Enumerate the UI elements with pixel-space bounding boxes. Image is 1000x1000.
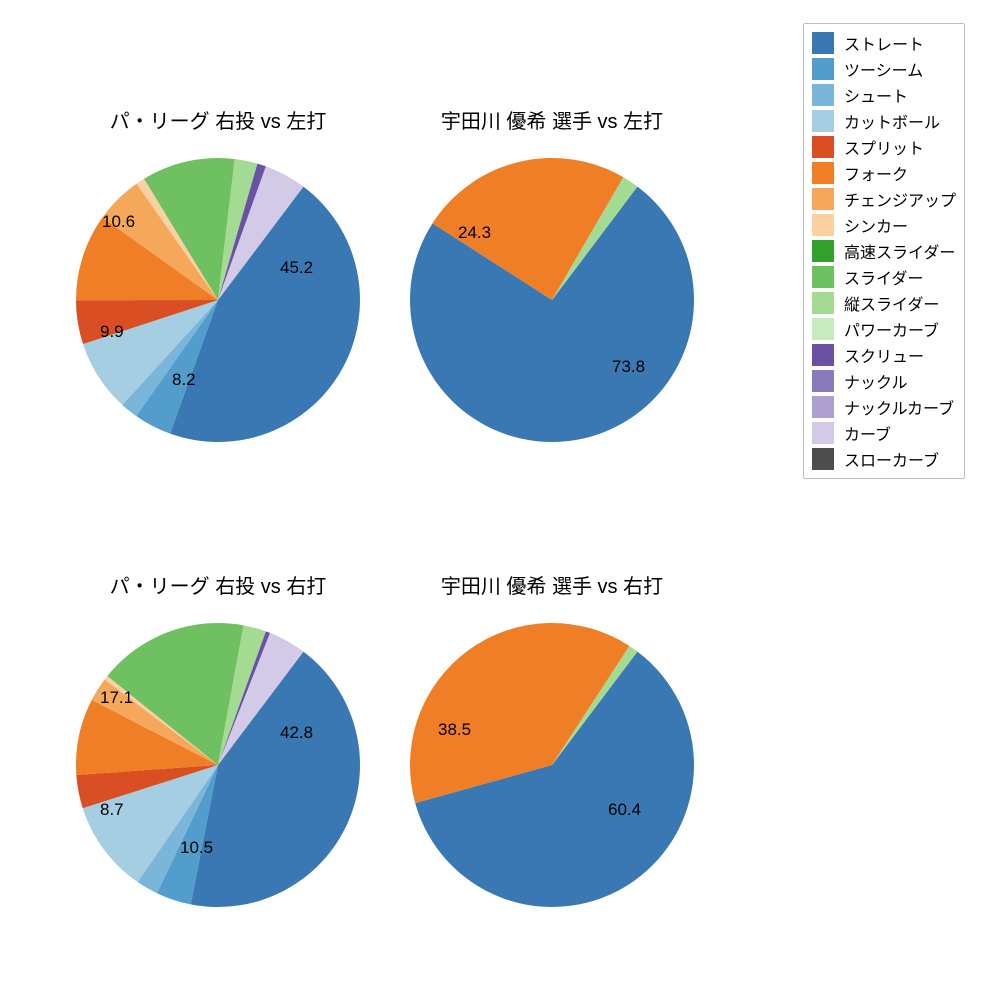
legend-label: チェンジアップ	[844, 187, 956, 211]
legend-label: フォーク	[844, 161, 908, 185]
pie-chart	[72, 619, 364, 911]
legend-item: スクリュー	[812, 342, 956, 368]
chart-title: 宇田川 優希 選手 vs 右打	[402, 570, 702, 599]
legend-label: スクリュー	[844, 343, 924, 367]
slice-label: 9.9	[100, 322, 124, 342]
legend-swatch	[812, 266, 834, 288]
legend-label: スプリット	[844, 135, 924, 159]
slice-label: 38.5	[438, 720, 471, 740]
legend-item: カットボール	[812, 108, 956, 134]
legend-item: ツーシーム	[812, 56, 956, 82]
legend-item: フォーク	[812, 160, 956, 186]
slice-label: 24.3	[458, 223, 491, 243]
chart-title: パ・リーグ 右投 vs 右打	[68, 570, 368, 599]
legend-swatch	[812, 344, 834, 366]
legend-swatch	[812, 422, 834, 444]
slice-label: 10.5	[180, 838, 213, 858]
legend-swatch	[812, 240, 834, 262]
legend-swatch	[812, 292, 834, 314]
legend-swatch	[812, 396, 834, 418]
legend-swatch	[812, 214, 834, 236]
slice-label: 73.8	[612, 357, 645, 377]
legend-label: パワーカーブ	[844, 317, 939, 341]
legend-item: シンカー	[812, 212, 956, 238]
legend-item: スライダー	[812, 264, 956, 290]
slice-label: 8.7	[100, 800, 124, 820]
legend-item: シュート	[812, 82, 956, 108]
legend-label: ナックルカーブ	[844, 395, 954, 419]
legend-label: シュート	[844, 83, 908, 107]
legend-swatch	[812, 448, 834, 470]
legend-item: 縦スライダー	[812, 290, 956, 316]
legend-item: ナックル	[812, 368, 956, 394]
legend-swatch	[812, 84, 834, 106]
pie-chart	[406, 154, 698, 446]
slice-label: 10.6	[102, 212, 135, 232]
legend-label: ツーシーム	[844, 57, 923, 81]
figure: パ・リーグ 右投 vs 左打 45.2 8.2 9.9 10.6 宇田川 優希 選手 vs…	[0, 0, 1000, 1000]
legend-swatch	[812, 318, 834, 340]
legend-swatch	[812, 110, 834, 132]
legend-label: 縦スライダー	[844, 291, 939, 315]
legend-swatch	[812, 136, 834, 158]
legend-label: シンカー	[844, 213, 908, 237]
legend-swatch	[812, 162, 834, 184]
legend-item: 高速スライダー	[812, 238, 956, 264]
legend-swatch	[812, 32, 834, 54]
slice-label: 8.2	[172, 370, 196, 390]
legend-swatch	[812, 188, 834, 210]
legend-label: ナックル	[844, 369, 908, 393]
legend-swatch	[812, 370, 834, 392]
legend-item: パワーカーブ	[812, 316, 956, 342]
legend-item: カーブ	[812, 420, 956, 446]
legend-item: ナックルカーブ	[812, 394, 956, 420]
legend-label: カーブ	[844, 421, 891, 445]
legend-label: ストレート	[844, 31, 924, 55]
slice-label: 17.1	[100, 688, 133, 708]
chart-title: 宇田川 優希 選手 vs 左打	[402, 105, 702, 134]
legend-label: スライダー	[844, 265, 923, 289]
legend-item: スプリット	[812, 134, 956, 160]
legend-label: カットボール	[844, 109, 940, 133]
slice-label: 45.2	[280, 258, 313, 278]
legend-item: チェンジアップ	[812, 186, 956, 212]
legend: ストレートツーシームシュートカットボールスプリットフォークチェンジアップシンカー…	[803, 23, 965, 479]
pie-chart	[406, 619, 698, 911]
slice-label: 60.4	[608, 800, 641, 820]
chart-title: パ・リーグ 右投 vs 左打	[68, 105, 368, 134]
legend-swatch	[812, 58, 834, 80]
slice-label: 42.8	[280, 723, 313, 743]
legend-item: ストレート	[812, 30, 956, 56]
legend-label: スローカーブ	[844, 447, 939, 471]
legend-label: 高速スライダー	[844, 239, 955, 263]
pie-chart	[72, 154, 364, 446]
legend-item: スローカーブ	[812, 446, 956, 472]
